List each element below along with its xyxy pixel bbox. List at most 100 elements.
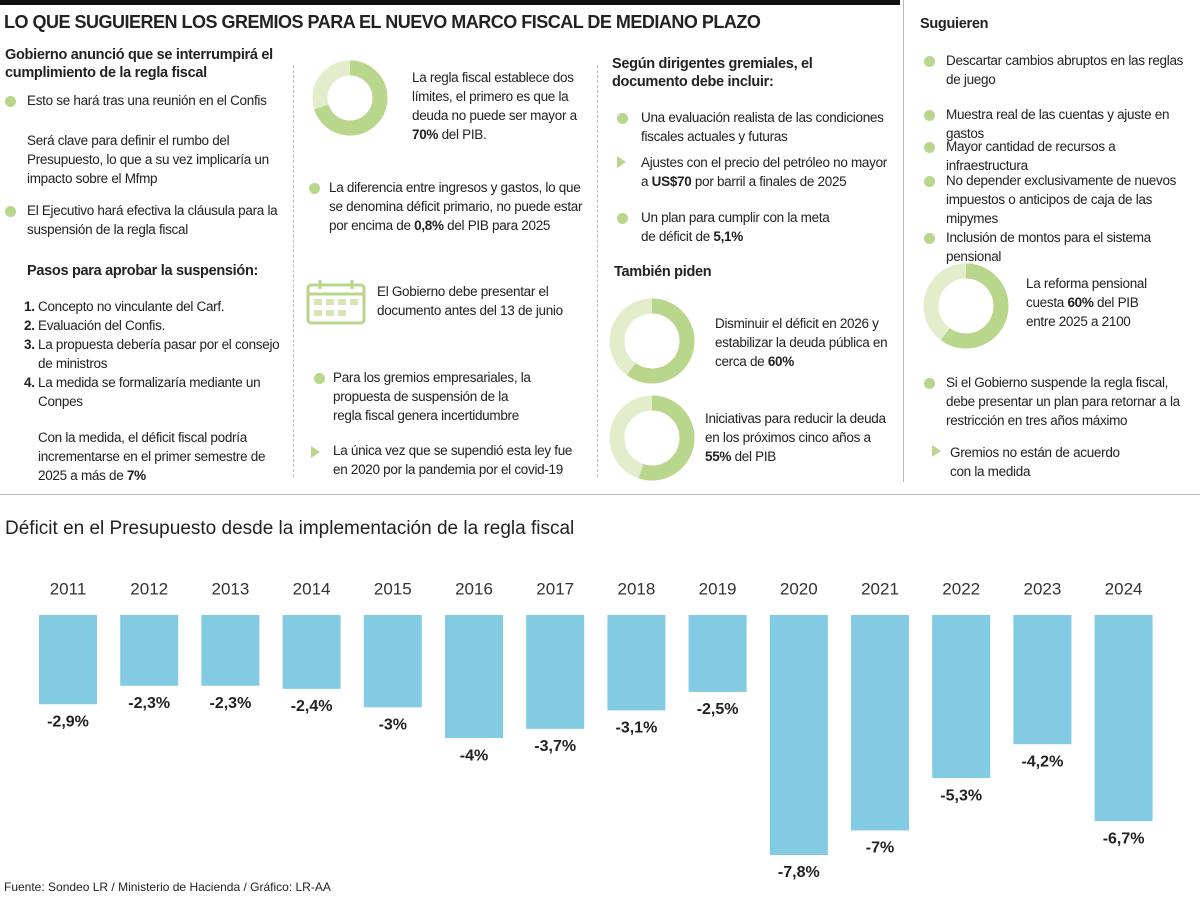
- text-run: del PIB para 2025: [443, 218, 551, 233]
- x-tick-label: 2021: [861, 579, 899, 598]
- text-run: Disminuir el déficit en 2026 y estabiliz…: [715, 316, 888, 369]
- bullet-text: Ajustes con el precio del petróleo no ma…: [641, 153, 896, 191]
- step-text: Evaluación del Confis.: [38, 318, 165, 333]
- bullet-text: Para los gremios empresariales, la propu…: [333, 370, 531, 423]
- highlight: 70%: [412, 127, 439, 142]
- value-label: -2,9%: [47, 713, 89, 730]
- highlight: 7%: [126, 468, 146, 483]
- bullet-dot: [617, 113, 628, 124]
- bar: [445, 615, 503, 739]
- steps-title: Pasos para aprobar la suspensión:: [27, 263, 259, 279]
- x-tick-label: 2024: [1105, 579, 1143, 598]
- x-tick-label: 2013: [211, 579, 249, 598]
- step: 2. Evaluación del Confis.: [24, 316, 286, 335]
- bar: [1013, 615, 1072, 745]
- source-note: Fuente: Sondeo LR / Ministerio de Hacien…: [4, 880, 331, 894]
- text-run: del PIB entre 2025 a 2100: [1026, 295, 1139, 329]
- bar: [120, 615, 179, 686]
- section-heading: Suguieren: [920, 16, 989, 32]
- highlight: 5,1%: [713, 229, 743, 244]
- suggestion-text: Inclusión de montos para el sistema pens…: [946, 230, 1151, 264]
- bullet-arrow: [617, 156, 626, 168]
- bullet-dot: [617, 213, 628, 224]
- section-heading: Según dirigentes gremiales, el documento…: [612, 56, 813, 90]
- bar: [282, 615, 341, 689]
- bullet-dot: [924, 56, 935, 67]
- calendar-text: El Gobierno debe presentar el documento …: [377, 284, 563, 318]
- x-tick-label: 2014: [293, 579, 331, 598]
- value-label: -3%: [379, 717, 407, 734]
- donut-text: Disminuir el déficit en 2026 y estabiliz…: [715, 314, 895, 371]
- chart: 2011 -2,9% 2012 -2,3% 2013 -2,3% 2014 -2,4% 2015…: [39, 579, 1153, 880]
- x-tick-label: 2023: [1023, 579, 1061, 598]
- bar: [769, 615, 828, 855]
- bullet-arrow: [932, 445, 941, 457]
- step: 3. La propuesta debería pasar por el cons…: [24, 335, 286, 373]
- donut-arc: [312, 60, 388, 136]
- section-heading: Gobierno anunció que se interrumpirá el …: [5, 47, 273, 81]
- x-tick-label: 2018: [617, 579, 655, 598]
- text-run: del PIB: [731, 449, 777, 464]
- bullet-dot: [924, 378, 935, 389]
- page-title: LO QUE SUGUIEREN LOS GREMIOS PARA EL NUE…: [4, 12, 761, 32]
- text-run: La regla fiscal establece dos límites, e…: [412, 70, 577, 123]
- column-divider: [597, 65, 598, 477]
- bullet-dot: [924, 110, 935, 121]
- step-number: 3.: [24, 337, 35, 352]
- bar: [851, 615, 909, 831]
- step-text: La propuesta debería pasar por el consej…: [38, 337, 280, 371]
- chart-title: Déficit en el Presupuesto desde la imple…: [5, 518, 575, 539]
- bar: [932, 615, 991, 779]
- donut-arc: [609, 395, 695, 481]
- bar: [201, 615, 260, 686]
- x-tick-label: 2015: [374, 579, 412, 598]
- value-label: -6,7%: [1103, 830, 1145, 847]
- text-run: La diferencia entre ingresos y gastos, l…: [329, 180, 583, 233]
- text-run: Ajustes con el precio del petróleo no ma…: [641, 155, 887, 189]
- value-label: -4,2%: [1022, 753, 1064, 770]
- bar: [363, 615, 422, 708]
- bullet-text: Gremios no están de acuerdo con la medid…: [950, 445, 1120, 479]
- section-divider: [0, 494, 1200, 495]
- value-label: -2,4%: [291, 698, 333, 715]
- bullet-text: La única vez que se supendió esta ley fu…: [333, 443, 573, 477]
- donut: [609, 298, 695, 384]
- value-label: -4%: [460, 747, 488, 764]
- bullet-text: El Ejecutivo hará efectiva la cláusula p…: [27, 203, 278, 237]
- x-tick-label: 2016: [455, 579, 493, 598]
- column-divider: [293, 65, 294, 477]
- text-run: Un plan para cumplir con la meta de défi…: [641, 210, 830, 244]
- value-label: -7%: [866, 840, 894, 857]
- highlight: 55%: [705, 449, 732, 464]
- column-divider: [903, 0, 904, 482]
- suggestion-text: No depender exclusivamente de nuevos imp…: [946, 173, 1177, 226]
- x-tick-label: 2020: [780, 579, 818, 598]
- step-number: 2.: [24, 318, 35, 333]
- value-label: -7,8%: [778, 864, 820, 880]
- suggestion-text: Descartar cambios abruptos en las reglas…: [946, 53, 1184, 87]
- section-heading: También piden: [614, 264, 712, 280]
- highlight: 0,8%: [414, 218, 444, 233]
- value-label: -2,3%: [210, 695, 252, 712]
- donut: [312, 60, 388, 136]
- bar: [526, 615, 585, 729]
- donut: [609, 395, 695, 481]
- value-label: -2,3%: [128, 695, 170, 712]
- step-text: La medida se formalizaría mediante un Co…: [38, 375, 261, 409]
- text-run: La reforma pensional cuesta: [1026, 276, 1147, 310]
- value-label: -3,1%: [616, 720, 658, 737]
- donut-arc: [923, 263, 1009, 349]
- highlight: 60%: [767, 354, 794, 369]
- highlight: US$70: [651, 174, 692, 189]
- suggestion-text: Muestra real de las cuentas y ajuste en …: [946, 107, 1170, 141]
- step: 1. Concepto no vinculante del Carf.: [24, 297, 286, 316]
- text-run: Con la medida, el déficit fiscal podría …: [38, 430, 266, 483]
- step-number: 4.: [24, 375, 35, 390]
- value-label: -5,3%: [940, 787, 982, 804]
- step-number: 1.: [24, 299, 35, 314]
- donut-text: La reforma pensional cuesta 60% del PIB …: [1026, 274, 1166, 331]
- bullet-text: Esto se hará tras una reunión en el Conf…: [27, 93, 267, 108]
- bullet-text: Si el Gobierno suspende la regla fiscal,…: [946, 375, 1180, 428]
- bullet-text: Un plan para cumplir con la meta de défi…: [641, 208, 841, 246]
